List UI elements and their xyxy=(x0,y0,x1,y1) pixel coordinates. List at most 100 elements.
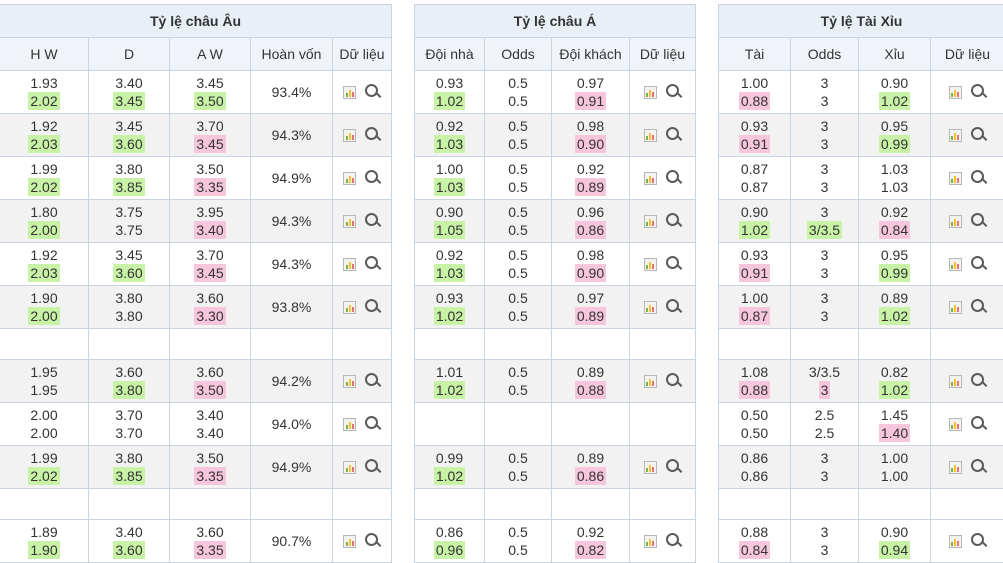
empty-cell xyxy=(170,329,251,360)
opening-odds: 3 xyxy=(819,246,831,264)
bar-chart-icon[interactable] xyxy=(343,461,356,474)
search-icon[interactable] xyxy=(971,416,987,432)
search-icon[interactable] xyxy=(666,459,682,475)
search-icon[interactable] xyxy=(971,127,987,143)
search-icon[interactable] xyxy=(666,213,682,229)
bar-chart-icon[interactable] xyxy=(949,375,962,388)
search-icon[interactable] xyxy=(971,373,987,389)
bar-chart-icon[interactable] xyxy=(343,258,356,271)
bar-chart-icon[interactable] xyxy=(644,461,657,474)
bar-chart-icon[interactable] xyxy=(343,172,356,185)
bar-chart-icon[interactable] xyxy=(949,129,962,142)
current-odds: 1.03 xyxy=(434,178,465,196)
search-icon[interactable] xyxy=(971,256,987,272)
bar-chart-icon[interactable] xyxy=(644,258,657,271)
search-icon[interactable] xyxy=(365,213,381,229)
search-icon[interactable] xyxy=(666,299,682,315)
data-links xyxy=(333,403,392,446)
bar-chart-icon[interactable] xyxy=(343,129,356,142)
bar-chart-icon[interactable] xyxy=(644,86,657,99)
data-links xyxy=(630,200,696,243)
current-odds: 0.5 xyxy=(506,135,529,153)
bar-chart-icon[interactable] xyxy=(949,418,962,431)
search-icon[interactable] xyxy=(971,213,987,229)
search-icon[interactable] xyxy=(365,256,381,272)
column-header: Dữ liệu xyxy=(630,38,696,71)
search-icon[interactable] xyxy=(365,416,381,432)
search-icon[interactable] xyxy=(666,256,682,272)
data-icons xyxy=(931,127,1003,143)
search-icon[interactable] xyxy=(666,533,682,549)
search-icon[interactable] xyxy=(365,84,381,100)
bar-chart-icon[interactable] xyxy=(949,172,962,185)
search-icon[interactable] xyxy=(666,170,682,186)
bar-chart-icon[interactable] xyxy=(949,535,962,548)
bar-chart-icon[interactable] xyxy=(644,215,657,228)
current-odds: 0.90 xyxy=(575,135,606,153)
search-icon[interactable] xyxy=(971,533,987,549)
bar-chart-icon[interactable] xyxy=(343,86,356,99)
search-icon[interactable] xyxy=(971,459,987,475)
current-odds: 1.03 xyxy=(434,135,465,153)
bar-chart-icon[interactable] xyxy=(343,215,356,228)
bar-chart-icon[interactable] xyxy=(644,375,657,388)
bar-chart-icon[interactable] xyxy=(949,258,962,271)
payout-percent: 90.7% xyxy=(272,533,312,549)
odds-row xyxy=(0,329,392,360)
bar-chart-icon[interactable] xyxy=(644,535,657,548)
opening-odds: 2.00 xyxy=(28,406,59,424)
opening-odds: 3.60 xyxy=(194,363,225,381)
current-odds: 3 xyxy=(819,264,831,282)
opening-odds: 0.92 xyxy=(879,203,910,221)
bar-chart-icon[interactable] xyxy=(949,86,962,99)
search-icon[interactable] xyxy=(365,299,381,315)
search-icon[interactable] xyxy=(971,170,987,186)
search-icon[interactable] xyxy=(971,299,987,315)
current-odds: 3/3.5 xyxy=(807,221,842,239)
search-icon[interactable] xyxy=(365,127,381,143)
search-icon[interactable] xyxy=(365,373,381,389)
empty-cell xyxy=(0,489,89,520)
bar-chart-icon[interactable] xyxy=(644,301,657,314)
bar-chart-icon[interactable] xyxy=(949,215,962,228)
search-icon[interactable] xyxy=(365,459,381,475)
bar-chart-icon[interactable] xyxy=(343,418,356,431)
bar-chart-icon[interactable] xyxy=(644,129,657,142)
bar-chart-icon[interactable] xyxy=(343,301,356,314)
bar-chart-icon[interactable] xyxy=(644,172,657,185)
bar-chart-icon[interactable] xyxy=(343,535,356,548)
data-icons xyxy=(931,299,1003,315)
section-title: Tỷ lệ Tài Xỉu xyxy=(719,5,1003,38)
opening-odds: 1.92 xyxy=(28,246,59,264)
bar-chart-icon[interactable] xyxy=(949,461,962,474)
opening-odds: 0.5 xyxy=(506,449,529,467)
opening-odds: 1.90 xyxy=(28,289,59,307)
search-icon[interactable] xyxy=(971,84,987,100)
bar-chart-icon[interactable] xyxy=(343,375,356,388)
empty-cell xyxy=(630,403,696,446)
search-icon[interactable] xyxy=(666,127,682,143)
data-links xyxy=(931,403,1003,446)
column-header: Dữ liệu xyxy=(931,38,1003,71)
empty-cell xyxy=(485,489,552,520)
search-icon[interactable] xyxy=(666,373,682,389)
bar-chart-icon[interactable] xyxy=(949,301,962,314)
search-icon[interactable] xyxy=(365,170,381,186)
search-icon[interactable] xyxy=(365,533,381,549)
search-icon[interactable] xyxy=(666,84,682,100)
opening-odds: 3.60 xyxy=(113,363,144,381)
